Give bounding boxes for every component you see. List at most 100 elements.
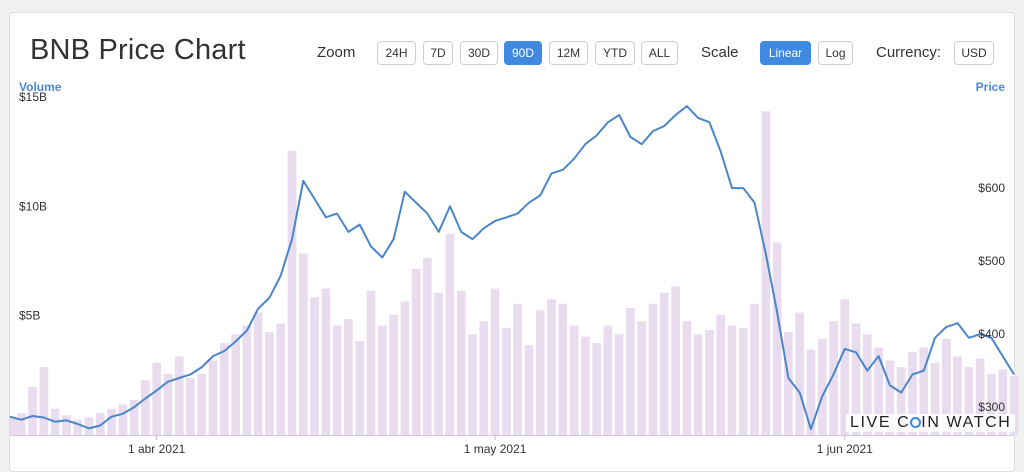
volume-bar [468,334,477,435]
volume-bar [750,303,759,435]
volume-bar [942,338,951,435]
volume-bar [727,325,737,435]
logo-o-icon [910,417,922,428]
volume-bar [10,417,19,435]
volume-bar [84,417,94,435]
volume-bar [231,334,240,435]
volume-bar [817,338,827,435]
price-tick-label: $600 [978,181,1005,195]
volume-bar [806,349,816,435]
volume-bar [953,356,962,435]
volume-bar [1009,375,1019,435]
volume-bar [513,303,522,435]
volume-bar [535,310,545,435]
volume-bar [299,253,308,435]
volume-bar [39,367,49,435]
volume-bar [829,321,838,435]
x-tick-label: 1 jun 2021 [817,442,873,456]
volume-bar [174,356,184,435]
zoom-7d-button[interactable]: 7D [423,41,453,65]
zoom-all-button[interactable]: ALL [641,41,678,65]
x-tick-label: 1 may 2021 [464,442,527,456]
volume-tick-label: $10B [19,199,47,213]
volume-bar [28,386,37,435]
volume-axis-title: Volume [19,80,62,94]
volume-bar [761,111,771,436]
volume-bar [851,323,861,435]
volume-bar [614,334,624,435]
volume-bar [16,413,26,435]
price-line [9,105,1015,431]
volume-bar [400,301,410,435]
live-coin-watch-logo: LIVE C IN WATCH [846,414,1016,432]
volume-tick-label: $5B [19,309,40,323]
volume-bar [389,314,398,435]
volume-bar [784,332,793,435]
volume-bars [10,111,1019,436]
volume-bar [919,347,929,435]
x-axis: 1 abr 2021 1 may 2021 1 jun 2021 [10,435,1014,456]
volume-bar [456,290,466,435]
volume-bar [840,299,850,435]
volume-bar [445,233,455,435]
volume-bar [874,347,883,435]
volume-bar [716,314,725,435]
page-title: BNB Price Chart [30,34,246,66]
volume-bar [592,343,601,435]
volume-bar [930,362,940,435]
volume-bar [434,292,443,435]
volume-bar [107,408,116,435]
volume-bar [141,380,150,435]
volume-bar [208,360,218,435]
volume-bar [310,297,319,435]
volume-bar [502,327,511,435]
volume-bar [220,343,229,435]
zoom-24h-button[interactable]: 24H [377,41,416,65]
scale-label: Scale [701,44,739,61]
zoom-ytd-button[interactable]: YTD [595,41,635,65]
currency-select[interactable]: USD [954,41,994,65]
volume-bar [648,303,658,435]
price-series [9,105,1015,431]
volume-bar [772,242,782,435]
zoom-90d-button[interactable]: 90D [504,41,542,65]
volume-bar [964,367,974,435]
price-tick-label: $500 [978,254,1005,268]
scale-log-button[interactable]: Log [818,41,853,65]
volume-bar [186,378,195,435]
volume-bar [118,404,128,435]
volume-bar [581,336,590,435]
zoom-label: Zoom [317,44,356,61]
volume-bar [197,373,207,435]
volume-bar [863,334,872,435]
currency-label: Currency: [876,44,942,61]
price-tick-label: $400 [978,327,1005,341]
volume-bar [73,419,82,435]
volume-bar [490,288,500,435]
volume-bar [975,358,985,435]
volume-bar [671,286,680,435]
volume-bar [62,415,71,435]
volume-bar [253,312,263,435]
volume-bar [344,319,353,435]
volume-bar [355,341,365,435]
volume-bar [152,362,161,435]
volume-bar [738,327,748,435]
x-tick-label: 1 abr 2021 [128,442,186,456]
zoom-30d-button[interactable]: 30D [460,41,498,65]
price-axis-ticks: $300 $400 $500 $600 [978,181,1005,414]
volume-bar [287,150,297,435]
volume-tick-label: $15B [19,90,47,104]
volume-bar [411,268,421,435]
zoom-12m-button[interactable]: 12M [549,41,588,65]
volume-bar [693,334,703,435]
volume-bar [795,312,804,435]
volume-bar [321,288,331,435]
volume-bar [908,351,917,435]
volume-bar [332,325,342,435]
volume-bar [163,373,173,435]
volume-bar [659,292,669,435]
volume-bar [377,325,387,435]
volume-bar [896,367,906,435]
scale-linear-button[interactable]: Linear [760,41,811,65]
